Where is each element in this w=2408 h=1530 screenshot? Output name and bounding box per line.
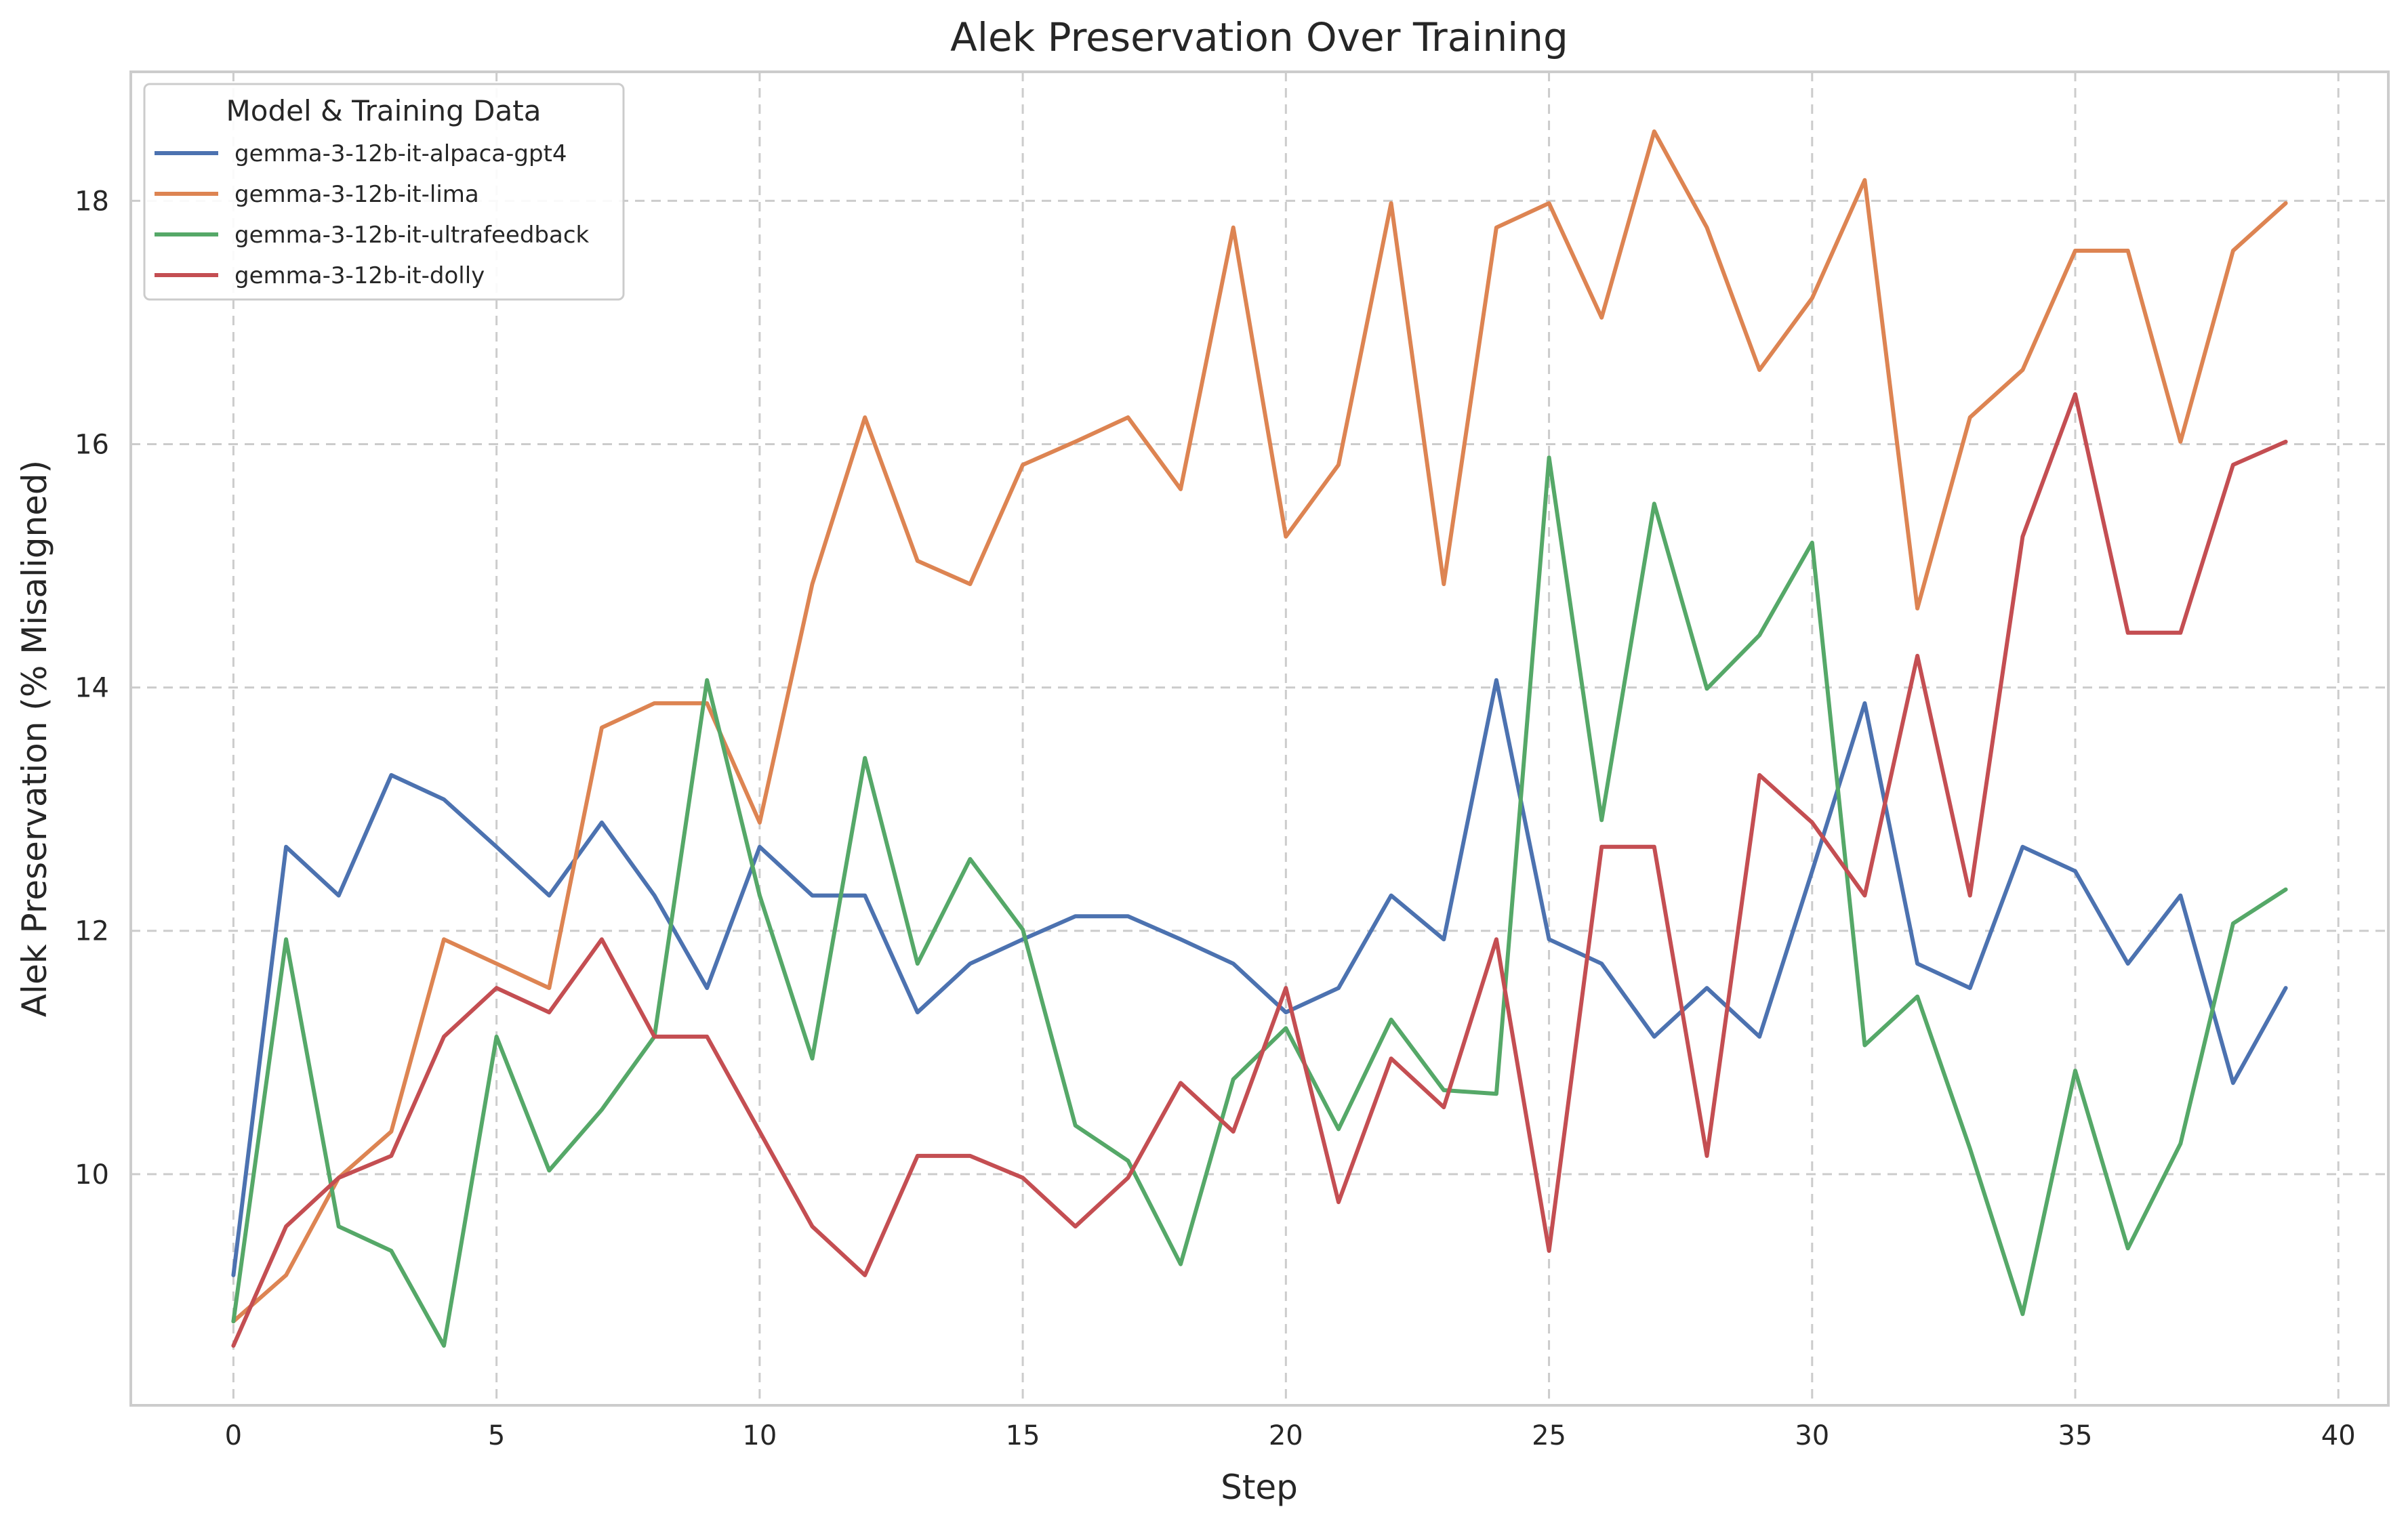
x-tick-label: 40 [2321,1420,2356,1451]
series-line-4 [231,392,2288,1348]
legend-label: gemma-3-12b-it-ultrafeedback [234,222,590,249]
x-tick-label: 5 [488,1420,505,1451]
x-tick-label: 10 [742,1420,777,1451]
y-tick-label: 18 [75,186,109,217]
chart-title: Alek Preservation Over Training [950,14,1568,60]
series-line-2 [231,129,2288,1324]
tick-labels: 0 5 10 15 20 25 30 35 40 10 12 14 16 18 [75,186,2356,1451]
legend-entry: gemma-3-12b-it-ultrafeedback [155,222,590,249]
x-tick-label: 0 [225,1420,242,1451]
legend-title: Model & Training Data [226,94,542,127]
y-axis-label: Alek Preservation (% Misaligned) [15,460,54,1017]
plot-frame [129,70,2390,1407]
legend-box [143,83,625,301]
legend: Model & Training Data gemma-3-12b-it-alp… [143,83,625,301]
legend-label: gemma-3-12b-it-alpaca-gpt4 [234,140,567,167]
x-tick-label: 20 [1269,1420,1303,1451]
series-lines [231,129,2288,1348]
x-tick-label: 15 [1006,1420,1040,1451]
x-tick-label: 25 [1532,1420,1566,1451]
series-line-1 [231,678,2288,1277]
series-line-3 [231,455,2288,1348]
legend-entry: gemma-3-12b-it-dolly [155,262,485,289]
legend-entries: gemma-3-12b-it-alpaca-gpt4 gemma-3-12b-it… [155,140,590,289]
x-tick-label: 35 [2058,1420,2093,1451]
legend-entry: gemma-3-12b-it-lima [155,181,479,208]
legend-entry: gemma-3-12b-it-alpaca-gpt4 [155,140,567,167]
legend-label: gemma-3-12b-it-dolly [234,262,485,289]
y-tick-label: 12 [75,916,109,947]
y-tick-label: 10 [75,1159,109,1191]
x-axis-label: Step [1221,1468,1298,1507]
x-tick-label: 30 [1795,1420,1829,1451]
y-tick-label: 14 [75,673,109,704]
legend-label: gemma-3-12b-it-lima [234,181,479,208]
y-tick-label: 16 [75,429,109,460]
